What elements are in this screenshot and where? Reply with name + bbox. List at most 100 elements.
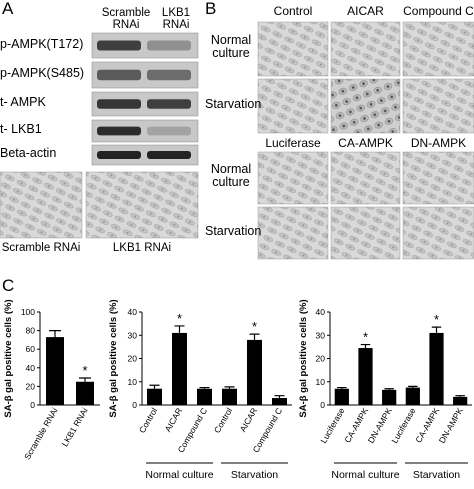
bar: [405, 387, 420, 405]
column-header: AICAR: [347, 4, 384, 18]
micrograph: [330, 151, 401, 205]
y-tick-label: 20: [128, 354, 138, 364]
image-caption: Scramble RNAi: [1, 242, 81, 254]
error-bar: [79, 377, 91, 382]
bar: [172, 332, 187, 405]
x-tick-label: LKB1 RNAi: [60, 406, 90, 448]
panel-label: B: [205, 0, 217, 18]
blot-label: t- AMPK: [0, 95, 46, 109]
group-label: Normal culture: [145, 469, 213, 481]
blot-band: [147, 69, 191, 81]
y-tick-label: 40: [26, 363, 36, 373]
row-label: Normal culture: [210, 33, 252, 61]
error-bar: [384, 388, 394, 390]
y-tick-label: 40: [128, 307, 138, 317]
bar: [453, 396, 468, 405]
error-bar: [431, 326, 442, 333]
error-bar: [408, 385, 418, 388]
y-tick-label: 30: [128, 330, 138, 340]
micrograph: [402, 206, 474, 260]
error-bar: [360, 343, 371, 349]
y-tick-label: 100: [21, 307, 35, 317]
row-label: Starvation: [205, 97, 262, 111]
bar: [334, 388, 349, 405]
bar: [382, 389, 397, 405]
x-tick-label: Control: [212, 406, 234, 435]
bar: [46, 337, 64, 405]
row-label: Starvation: [205, 224, 262, 238]
significance-mark: *: [252, 319, 257, 334]
y-tick-label: 0: [132, 400, 137, 410]
x-tick-label: Scramble RNAi: [22, 406, 60, 461]
y-axis-label: SA-β gal positive cells (%): [298, 299, 309, 417]
row-label: Normal culture: [210, 162, 252, 190]
y-axis-label: SA-β gal positive cells (%): [108, 299, 119, 417]
error-bar: [149, 384, 160, 389]
error-bar: [224, 386, 235, 389]
y-tick-label: 30: [316, 330, 326, 340]
group-label: Starvation: [231, 469, 278, 481]
column-header: Scramble RNAi: [101, 7, 151, 32]
column-header: CA-AMPK: [338, 136, 393, 150]
micrograph: [257, 78, 329, 134]
blot-label: t- LKB1: [0, 122, 42, 136]
x-tick-label: AICAR: [238, 406, 260, 434]
blot-strip: [91, 119, 199, 143]
blot-band: [97, 151, 141, 159]
panel-label: A: [2, 0, 14, 18]
significance-mark: *: [363, 330, 368, 345]
error-bar: [249, 333, 260, 340]
micrograph: [85, 171, 199, 239]
micrograph: [330, 206, 401, 260]
column-header: Compound C: [403, 4, 474, 18]
y-tick-label: 0: [320, 400, 325, 410]
panel-label: C: [2, 276, 15, 295]
column-header: LKB1 RNAi: [161, 7, 191, 32]
y-tick-label: 80: [26, 326, 36, 336]
error-bar: [274, 395, 285, 399]
error-bar: [455, 395, 465, 397]
y-tick-label: 10: [128, 377, 138, 387]
error-bar: [337, 386, 347, 389]
x-tick-label: AICAR: [163, 406, 185, 434]
blot-band: [97, 126, 141, 136]
error-bar: [49, 330, 61, 338]
micrograph: [402, 78, 474, 134]
blot-band: [97, 69, 141, 81]
significance-mark: *: [177, 311, 182, 326]
group-label: Starvation: [413, 469, 460, 481]
bar: [76, 381, 94, 405]
micrograph: [257, 151, 329, 205]
x-tick-label: Control: [137, 406, 159, 435]
bar: [147, 388, 162, 405]
x-tick-label: DN-AMPK: [437, 406, 465, 445]
y-tick-label: 0: [30, 400, 35, 410]
significance-mark: *: [434, 312, 439, 327]
blot-label: p-AMPK(T172): [0, 36, 84, 51]
bar: [429, 332, 444, 405]
bar: [222, 388, 237, 405]
micrograph: [330, 78, 401, 134]
bar: [272, 398, 287, 405]
micrograph: [402, 151, 474, 205]
column-header: Luciferase: [265, 136, 321, 150]
micrograph: [402, 21, 474, 77]
group-label: Normal culture: [331, 469, 399, 481]
micrograph: [257, 206, 329, 260]
significance-mark: *: [82, 363, 87, 378]
micrograph: [330, 21, 401, 77]
blot-label: Beta-actin: [0, 146, 57, 160]
bar: [247, 339, 262, 405]
image-caption: LKB1 RNAi: [112, 242, 172, 254]
error-bar: [199, 386, 210, 389]
y-tick-label: 20: [316, 354, 326, 364]
blot-band: [147, 126, 191, 136]
bar: [197, 388, 212, 405]
bar: [358, 348, 373, 405]
y-axis-label: SA-β gal positive cells (%): [3, 299, 14, 417]
y-tick-label: 40: [316, 307, 326, 317]
blot-label: p-AMPK(S485): [0, 66, 85, 80]
blot-band: [147, 151, 191, 159]
